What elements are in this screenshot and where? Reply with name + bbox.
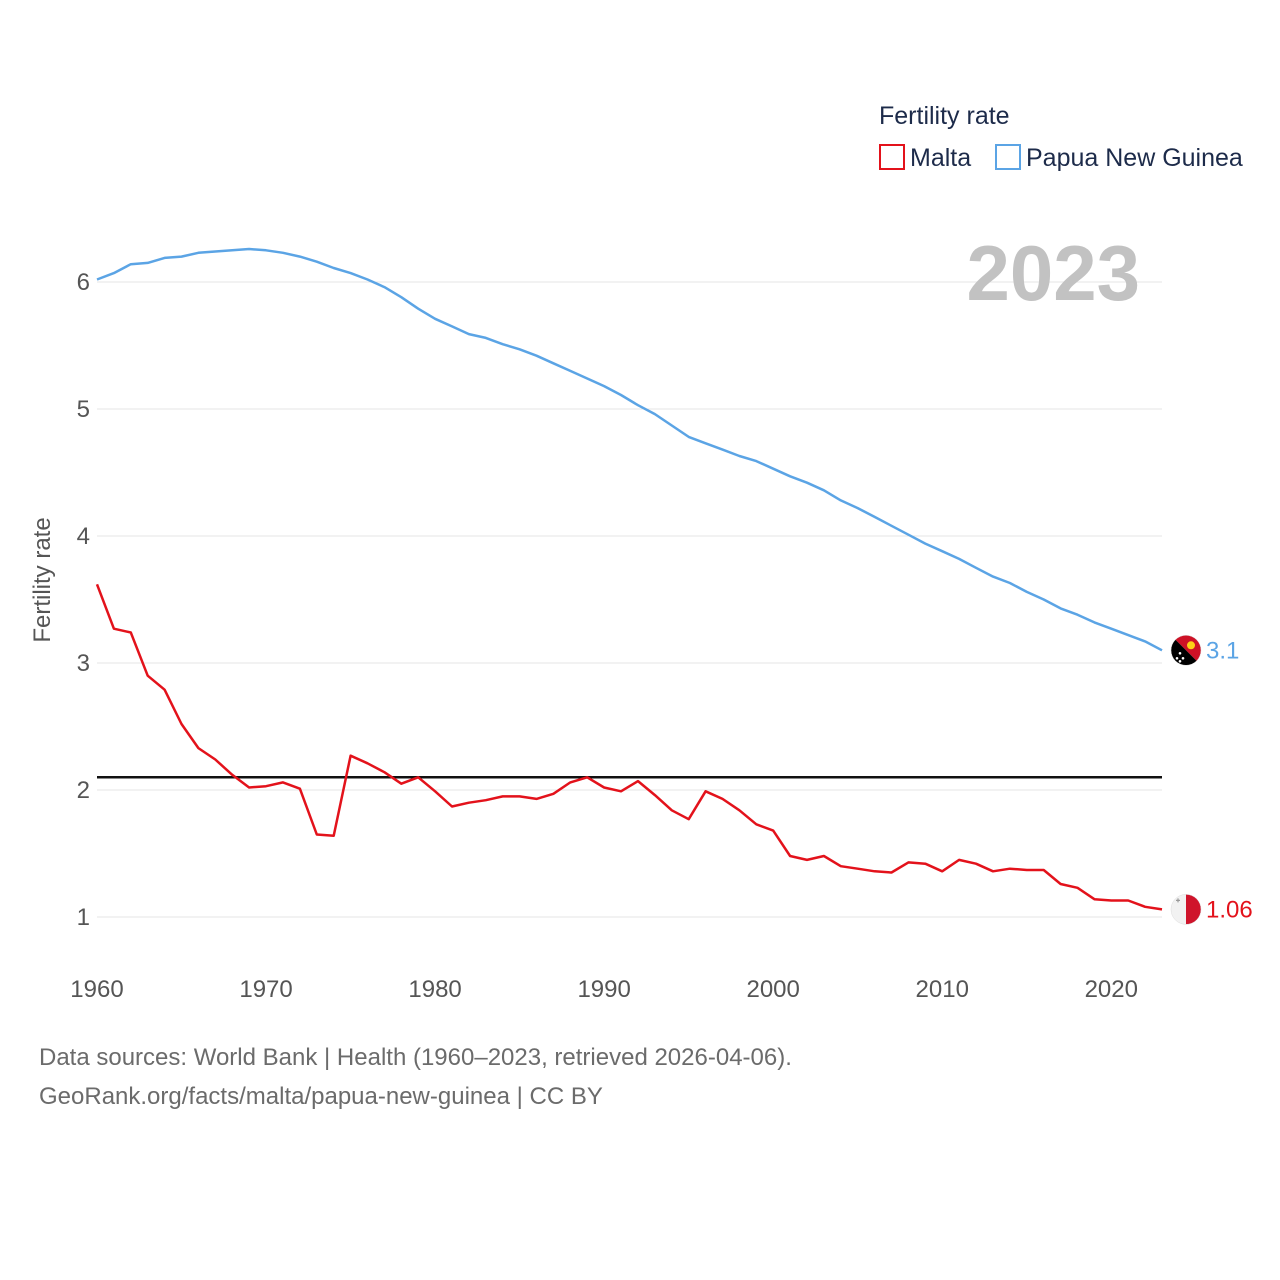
x-tick-1970: 1970 xyxy=(239,976,292,1003)
y-tick-1: 1 xyxy=(77,904,90,931)
series-line-papua-new-guinea xyxy=(96,247,1163,652)
legend-swatch-malta xyxy=(879,144,905,170)
flag-papua-new-guinea-icon xyxy=(1170,635,1202,666)
series-line-malta xyxy=(95,583,1163,911)
x-tick-2020: 2020 xyxy=(1085,976,1138,1003)
y-tick-2: 2 xyxy=(77,777,90,804)
x-tick-2000: 2000 xyxy=(746,976,799,1003)
x-axis-ticks: 1960 1970 1980 1990 2000 2010 2020 xyxy=(70,976,1138,1003)
data-sources-note: Data sources: World Bank | Health (1960–… xyxy=(39,1044,792,1071)
credit-link[interactable]: GeoRank.org/facts/malta/papua-new-guinea… xyxy=(39,1083,603,1110)
y-tick-3: 3 xyxy=(77,650,90,677)
legend-title: Fertility rate xyxy=(879,102,1010,130)
y-axis-label: Fertility rate xyxy=(29,517,56,642)
legend-label-malta: Malta xyxy=(910,144,971,172)
y-axis-ticks: 1 2 3 4 5 6 xyxy=(77,269,90,931)
x-tick-2010: 2010 xyxy=(916,976,969,1003)
legend: Fertility rate Malta Papua New Guinea xyxy=(879,102,1243,172)
end-label-malta: 1.06 xyxy=(1206,896,1253,923)
gridlines xyxy=(97,281,1162,918)
end-label-papua-new-guinea: 3.1 xyxy=(1206,637,1239,664)
x-tick-1990: 1990 xyxy=(577,976,630,1003)
flag-malta-icon xyxy=(1170,894,1202,925)
y-tick-5: 5 xyxy=(77,396,90,423)
fertility-rate-chart: 1 2 3 4 5 6 1960 1970 1980 1990 2000 2010 2020 Fert… xyxy=(29,102,1253,1003)
end-markers: 1.06 3.1 xyxy=(1170,635,1253,925)
series-lines xyxy=(95,247,1163,911)
year-display: 2023 xyxy=(966,229,1140,317)
x-tick-1980: 1980 xyxy=(408,976,461,1003)
y-tick-4: 4 xyxy=(77,523,90,550)
x-tick-1960: 1960 xyxy=(70,976,123,1003)
legend-swatch-papua-new-guinea xyxy=(995,144,1021,170)
legend-label-papua-new-guinea: Papua New Guinea xyxy=(1026,144,1243,172)
y-tick-6: 6 xyxy=(77,269,90,296)
